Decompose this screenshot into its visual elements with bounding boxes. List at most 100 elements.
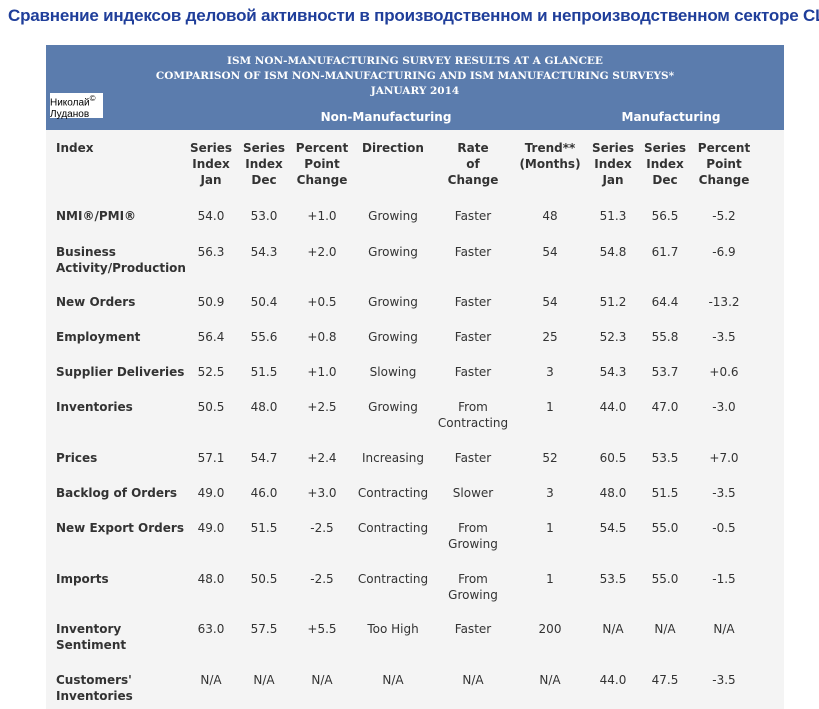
cell: 53.5 [651,451,679,465]
cell: 53.0 [250,209,278,223]
row-label: Backlog of Orders [56,486,178,500]
cell: Growing [368,400,418,414]
cell: 50.4 [250,295,278,309]
column-header: Series Index Jan [189,141,233,187]
cell: 49.0 [197,486,225,500]
cell: +2.0 [307,245,337,259]
cell: 54.3 [250,245,278,259]
cell: 25 [542,330,558,344]
cell: +5.5 [307,622,337,636]
row-label: Supplier Deliveries [56,365,185,379]
cell: 51.5 [651,486,679,500]
cell: -5.2 [712,209,736,223]
cell: 53.5 [599,572,627,586]
cell: -1.5 [712,572,736,586]
column-header: Direction [362,141,424,155]
cell: +0.8 [307,330,337,344]
cell: Faster [454,451,492,465]
watermark: Николай© Луданов [50,93,103,121]
cell: N/A [713,622,735,636]
page-title: Сравнение индексов деловой активности в … [8,6,819,25]
cell: 47.0 [651,400,679,414]
cell: Contracting [357,521,429,535]
cell: 51.2 [599,295,627,309]
cell: 57.1 [197,451,225,465]
cell: 56.5 [651,209,679,223]
cell: Increasing [362,451,424,465]
group-label: Non-Manufacturing [320,110,452,124]
watermark-sign: © [89,94,96,103]
cell: 54 [542,295,558,309]
cell: 48.0 [250,400,278,414]
cell: 55.0 [651,521,679,535]
cell: -13.2 [708,295,740,309]
cell: -2.5 [310,572,334,586]
cell: Faster [454,365,492,379]
cell: 52.3 [599,330,627,344]
column-header: Percent Point Change [697,141,751,187]
cell: From Growing [448,521,498,551]
cell: 51.5 [250,521,278,535]
cell: 63.0 [197,622,225,636]
cell: 1 [546,572,554,586]
cell: Faster [454,622,492,636]
cell: 54 [542,245,558,259]
row-label: Inventories [56,400,133,414]
cell: Growing [368,295,418,309]
row-label: Imports [56,572,109,586]
cell: 200 [538,622,562,636]
cell: -6.9 [712,245,736,259]
cell: 1 [546,400,554,414]
cell: 49.0 [197,521,225,535]
header-line: JANUARY 2014 [370,85,460,97]
cell: 3 [546,486,554,500]
cell: N/A [602,622,624,636]
column-header: Series Index Jan [591,141,635,187]
column-header: Percent Point Change [295,141,349,187]
cell: 54.5 [599,521,627,535]
cell: 53.7 [651,365,679,379]
cell: +1.0 [307,209,337,223]
cell: 64.4 [651,295,679,309]
cell: 50.5 [250,572,278,586]
cell: +7.0 [709,451,739,465]
cell: From Contracting [437,400,509,430]
cell: 47.5 [651,673,679,687]
cell: -3.0 [712,400,736,414]
column-header: Series Index Dec [643,141,687,187]
cell: 56.4 [197,330,225,344]
header-line: COMPARISON OF ISM NON-MANUFACTURING AND … [155,70,675,82]
cell: Growing [368,330,418,344]
cell: N/A [253,673,275,687]
row-label: New Export Orders [56,521,184,535]
cell: Slower [452,486,494,500]
cell: N/A [462,673,484,687]
column-header: Series Index Dec [242,141,286,187]
cell: Too High [367,622,419,636]
cell: 55.8 [651,330,679,344]
cell: -0.5 [712,521,736,535]
row-label: Inventory Sentiment [56,622,127,652]
cell: 3 [546,365,554,379]
cell: 1 [546,521,554,535]
row-label: New Orders [56,295,136,309]
watermark-text: Луданов [50,109,90,121]
cell: 52 [542,451,558,465]
cell: Faster [454,330,492,344]
cell: Contracting [357,486,429,500]
column-header: Index [56,141,94,155]
cell: Contracting [357,572,429,586]
cell: -3.5 [712,330,736,344]
column-header: Rate of Change [447,141,499,187]
cell: 50.9 [197,295,225,309]
cell: N/A [654,622,676,636]
row-label: Business Activity/Production [56,245,186,275]
header-line: ISM NON-MANUFACTURING SURVEY RESULTS AT … [227,55,603,67]
cell: 54.7 [250,451,278,465]
cell: 44.0 [599,673,627,687]
cell: 56.3 [197,245,225,259]
cell: 54.8 [599,245,627,259]
cell: N/A [539,673,561,687]
row-label: Employment [56,330,141,344]
